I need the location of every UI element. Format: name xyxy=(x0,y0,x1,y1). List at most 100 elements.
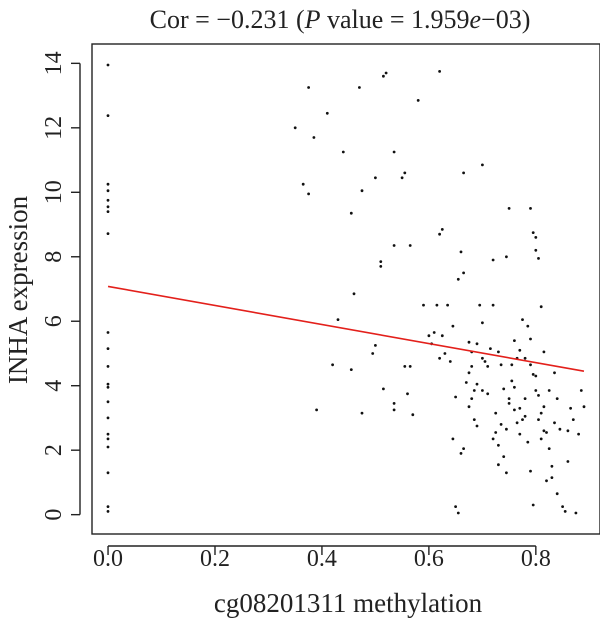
data-points xyxy=(106,63,586,515)
data-point xyxy=(106,382,110,386)
data-point xyxy=(566,429,570,433)
data-point xyxy=(106,205,110,209)
data-point xyxy=(459,250,463,254)
data-point xyxy=(518,432,522,436)
data-point xyxy=(307,192,310,196)
data-point xyxy=(392,150,396,154)
data-point xyxy=(494,411,498,415)
y-tick-label: 8 xyxy=(41,251,67,263)
data-point xyxy=(106,505,110,508)
data-point xyxy=(555,492,559,496)
data-point xyxy=(513,408,516,412)
data-point xyxy=(446,303,449,307)
data-point xyxy=(374,344,377,347)
data-point xyxy=(550,464,554,468)
regression-line-layer xyxy=(107,285,585,372)
data-point xyxy=(534,374,538,378)
data-point xyxy=(529,207,532,210)
data-point xyxy=(529,469,532,473)
data-point xyxy=(481,356,484,360)
data-point xyxy=(408,365,412,368)
data-point xyxy=(106,432,110,436)
data-point xyxy=(483,360,487,363)
data-point xyxy=(531,503,535,507)
data-point xyxy=(382,387,385,391)
data-point xyxy=(325,111,329,115)
data-point xyxy=(534,389,538,392)
data-point xyxy=(566,460,570,463)
data-point xyxy=(537,418,540,421)
data-point xyxy=(555,397,559,400)
data-point xyxy=(542,429,546,433)
data-point xyxy=(454,395,457,399)
data-point xyxy=(467,340,471,344)
data-point xyxy=(547,447,551,450)
data-point xyxy=(545,431,548,434)
data-point xyxy=(475,342,479,346)
data-point xyxy=(440,334,444,338)
data-point xyxy=(438,232,441,236)
data-point xyxy=(489,347,492,350)
regression-line xyxy=(107,285,585,372)
data-point xyxy=(481,321,484,325)
data-point xyxy=(505,427,508,431)
data-point xyxy=(502,387,506,391)
data-point xyxy=(475,424,479,428)
data-point xyxy=(561,505,564,508)
x-tick-label: 0.4 xyxy=(307,546,337,572)
data-point xyxy=(531,373,535,376)
data-point xyxy=(513,385,516,389)
data-point xyxy=(384,71,388,75)
data-point xyxy=(416,99,420,102)
data-point xyxy=(521,418,524,421)
data-point xyxy=(529,363,532,367)
data-point xyxy=(494,431,498,434)
data-point xyxy=(106,365,110,368)
data-point xyxy=(360,411,364,415)
data-point xyxy=(529,337,532,341)
data-point xyxy=(579,389,583,392)
data-point xyxy=(352,292,356,296)
data-point xyxy=(392,244,396,247)
data-point xyxy=(491,258,495,262)
data-point xyxy=(513,339,516,342)
data-point xyxy=(510,363,514,367)
data-point xyxy=(106,182,110,186)
data-point xyxy=(106,210,110,214)
y-tick-label: 12 xyxy=(41,116,67,140)
data-point xyxy=(537,257,540,260)
data-point xyxy=(400,176,404,180)
data-point xyxy=(534,236,538,239)
data-point xyxy=(106,400,110,404)
data-point xyxy=(539,305,543,309)
data-point xyxy=(106,471,110,475)
data-point xyxy=(470,365,474,368)
data-point xyxy=(331,363,334,367)
data-point xyxy=(486,365,490,368)
title-middle: value = 1.959 xyxy=(321,5,470,34)
data-point xyxy=(531,231,535,235)
data-point xyxy=(534,248,538,252)
data-point xyxy=(507,207,511,210)
data-point xyxy=(558,427,562,431)
data-point xyxy=(459,452,463,455)
data-point xyxy=(106,232,110,236)
data-point xyxy=(481,163,484,167)
x-tick-label: 0.2 xyxy=(200,546,230,572)
data-point xyxy=(499,423,503,426)
y-tick-label: 10 xyxy=(41,180,67,204)
data-point xyxy=(547,389,551,392)
data-point xyxy=(475,382,479,386)
x-tick-label: 0.0 xyxy=(93,546,123,572)
data-point xyxy=(106,347,110,350)
data-point xyxy=(467,371,471,375)
data-point xyxy=(539,437,543,441)
y-tick-label: 4 xyxy=(41,380,67,392)
data-point xyxy=(467,405,471,409)
data-point xyxy=(312,136,316,139)
plot-frame xyxy=(91,43,600,535)
data-point xyxy=(349,368,353,371)
data-point xyxy=(443,352,447,355)
data-point xyxy=(502,455,506,458)
data-point xyxy=(106,510,110,513)
